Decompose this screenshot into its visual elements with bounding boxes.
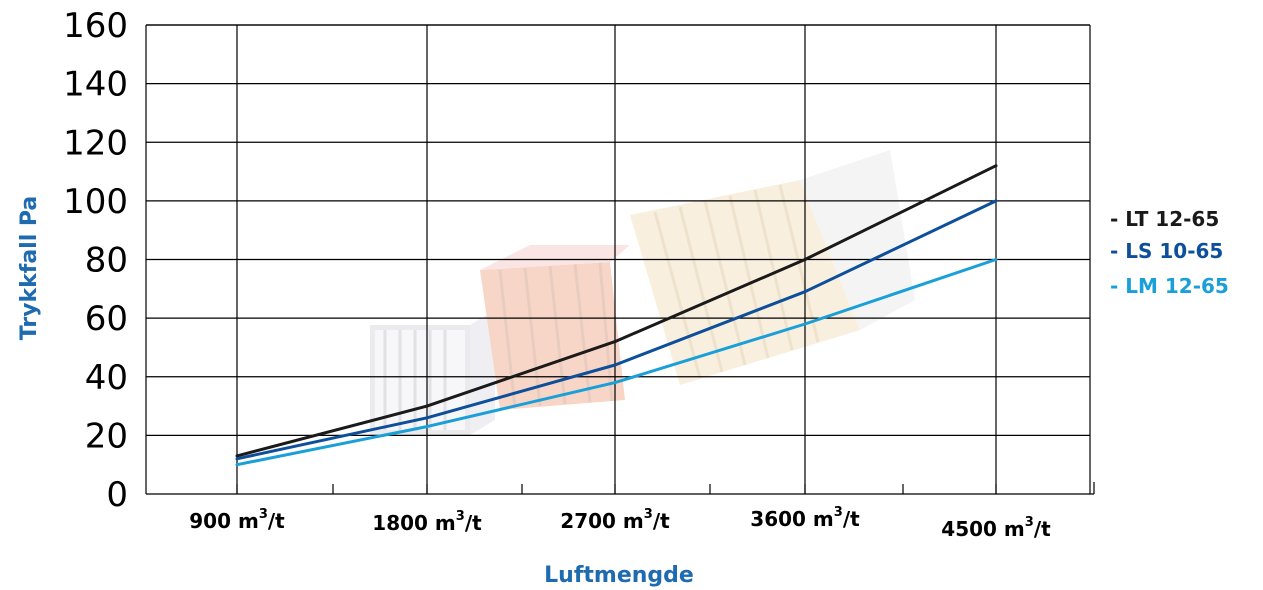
legend-item: - LM 12-65 <box>1110 274 1229 298</box>
y-tick-label: 100 <box>63 182 128 222</box>
axes <box>145 24 1095 495</box>
data-point <box>235 463 239 467</box>
data-point <box>803 290 807 294</box>
data-point <box>803 322 807 326</box>
data-point <box>994 164 998 168</box>
y-tick-label: 120 <box>63 123 128 163</box>
y-tick-label: 60 <box>85 299 128 339</box>
series-lines <box>235 164 998 467</box>
data-point <box>994 199 998 203</box>
x-tick-labels: 900 m3/t 1800 m3/t 2700 m3/t 3600 m3/t 4500 … <box>189 505 1051 541</box>
legend-item: - LT 12-65 <box>1110 207 1219 231</box>
x-axis-label: Luftmengde <box>544 563 694 588</box>
x-tick-label: 4500 m3/t <box>941 515 1051 541</box>
legend: - LT 12-65 - LS 10-65 - LM 12-65 <box>1110 207 1229 298</box>
x-tick-label: 3600 m3/t <box>750 505 860 531</box>
data-point <box>803 258 807 261</box>
filter-unit-grey <box>370 310 495 435</box>
y-tick-label: 20 <box>85 416 128 456</box>
x-tick-label: 900 m3/t <box>189 507 285 533</box>
x-tick-label: 1800 m3/t <box>372 509 482 535</box>
y-tick-label: 160 <box>63 6 128 46</box>
y-tick-labels: 0 20 40 60 80 100 120 140 160 <box>63 6 128 515</box>
data-point <box>613 340 617 344</box>
filter-illustration <box>370 150 915 435</box>
data-point <box>994 258 998 261</box>
y-tick-label: 140 <box>63 65 128 105</box>
data-point <box>613 381 617 385</box>
y-tick-label: 0 <box>106 475 128 515</box>
y-tick-label: 80 <box>85 241 128 281</box>
legend-item: - LS 10-65 <box>1110 239 1223 263</box>
data-point <box>425 416 429 420</box>
x-tick-label: 2700 m3/t <box>560 507 670 533</box>
data-point <box>235 457 239 461</box>
filter-unit-yellow <box>630 150 915 385</box>
data-point <box>235 454 239 458</box>
grid <box>146 24 1090 494</box>
y-axis-label: Trykkfall Pa <box>17 196 42 341</box>
data-point <box>425 425 429 429</box>
y-tick-label: 40 <box>85 358 128 398</box>
data-point <box>425 404 429 408</box>
data-point <box>613 363 617 367</box>
